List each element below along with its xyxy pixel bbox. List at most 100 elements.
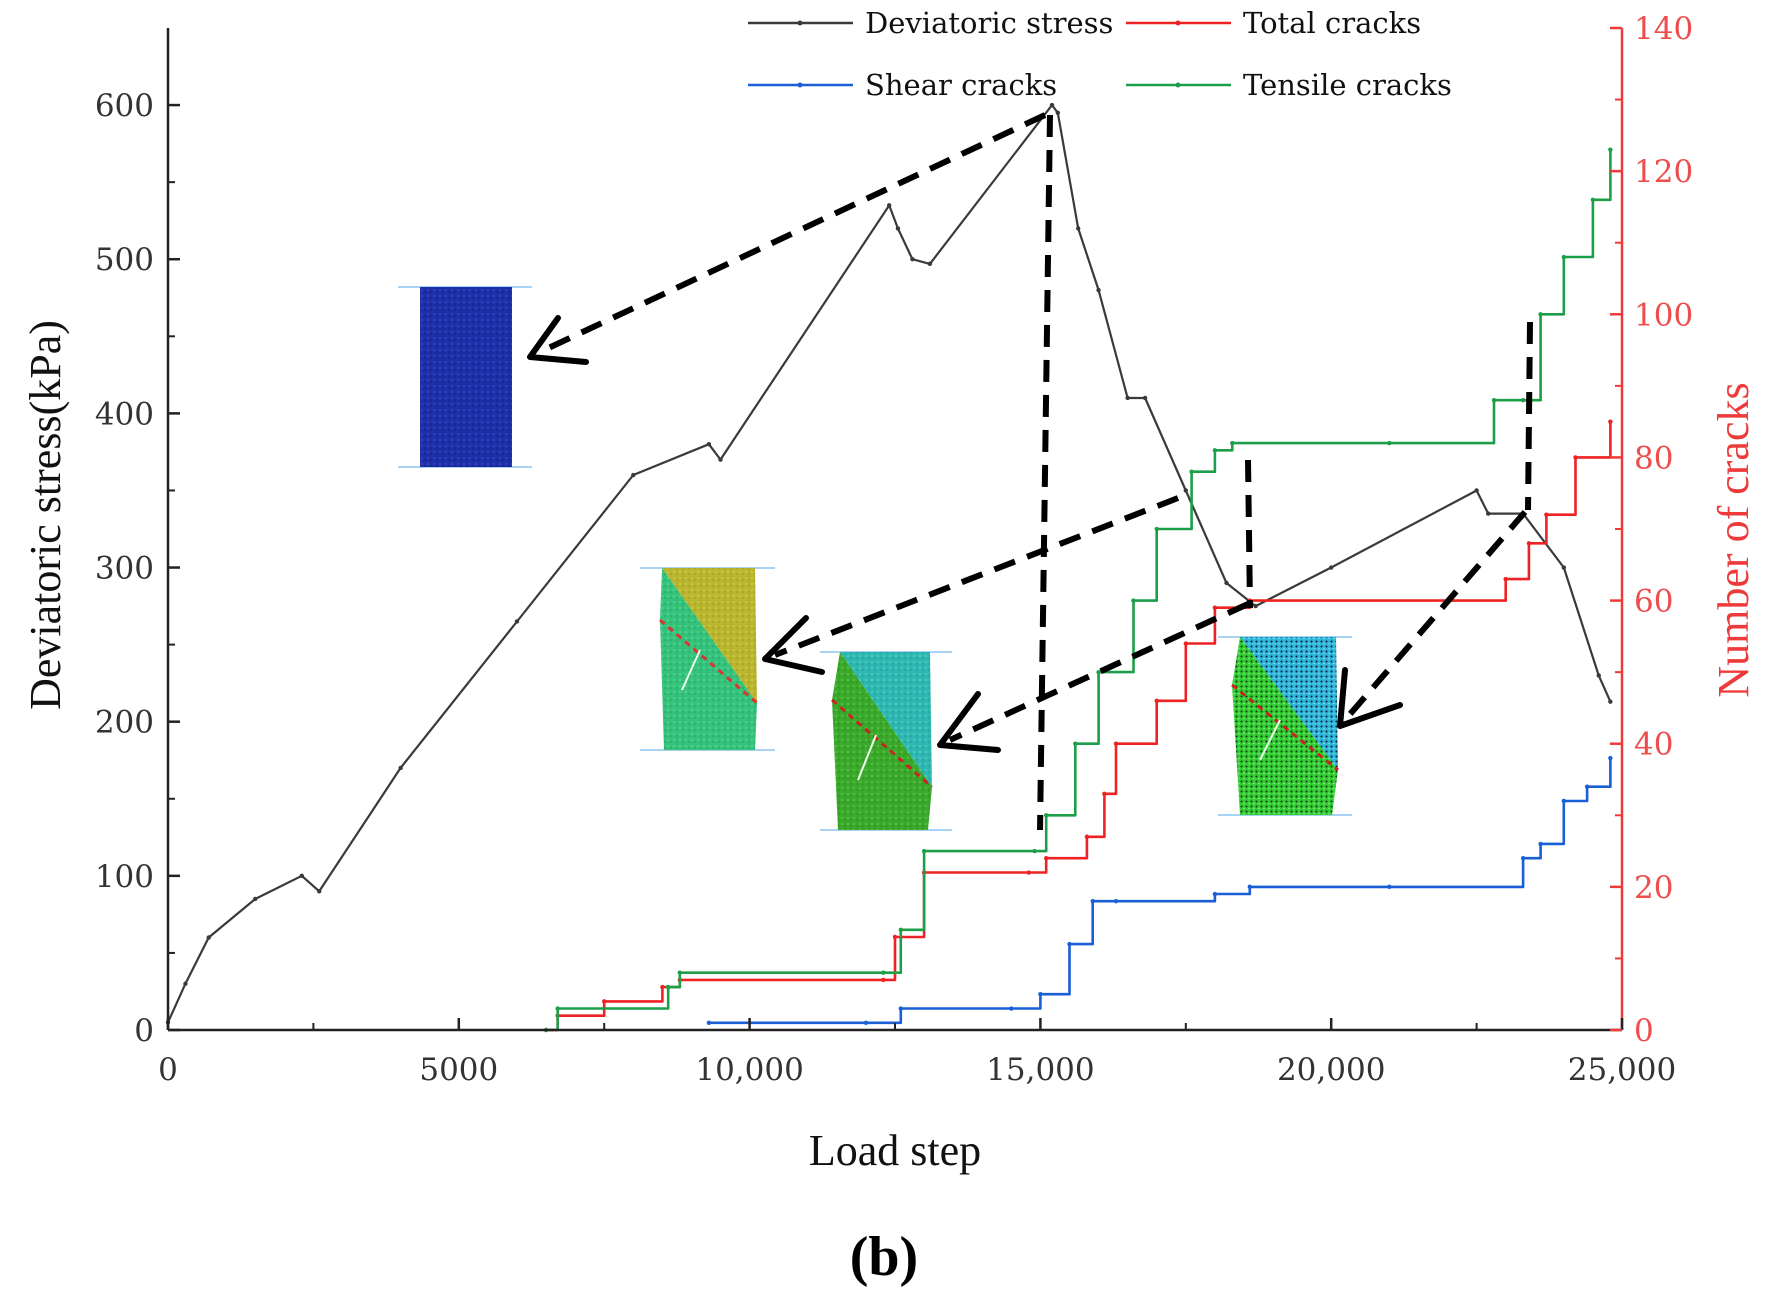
y-left-axis-title: Deviatoric stress(kPa) — [21, 320, 70, 710]
y-right-axis-title: Number of cracks — [1709, 382, 1758, 697]
data-point-deviatoric-stress — [706, 442, 712, 447]
data-point-shear-cracks — [1090, 898, 1095, 904]
data-point-total-cracks — [1573, 455, 1578, 460]
data-point-tensile-cracks — [1520, 397, 1526, 403]
data-point-deviatoric-stress — [1474, 488, 1479, 493]
data-point-shear-cracks — [1038, 992, 1043, 997]
data-point-total-cracks — [1044, 856, 1049, 861]
data-point-shear-cracks — [1247, 884, 1252, 890]
data-point-tensile-cracks — [1491, 397, 1497, 403]
y-left-tick-label: 300 — [95, 551, 154, 587]
data-point-deviatoric-stress — [886, 203, 892, 208]
legend-label-total-cracks: Total cracks — [1243, 6, 1421, 40]
data-point-tensile-cracks — [1189, 469, 1194, 474]
data-point-tensile-cracks — [1154, 526, 1159, 532]
data-point-shear-cracks — [1538, 841, 1543, 847]
y-right-tick-label: 140 — [1634, 11, 1693, 47]
x-tick-label: 0 — [158, 1052, 178, 1088]
data-point-deviatoric-stress — [1224, 580, 1229, 586]
data-point-tensile-cracks — [881, 970, 886, 975]
data-point-shear-cracks — [1561, 798, 1567, 804]
data-point-shear-cracks — [863, 1020, 869, 1026]
data-point-tensile-cracks — [1096, 669, 1101, 675]
data-point-shear-cracks — [1113, 898, 1119, 904]
specimen-image-4 — [1218, 636, 1352, 816]
specimen-image-3 — [820, 651, 952, 831]
arrowhead-3 — [937, 691, 1001, 753]
y-right-tick-label: 80 — [1634, 440, 1673, 476]
data-point-tensile-cracks — [1131, 598, 1136, 603]
data-point-shear-cracks — [1009, 1006, 1014, 1011]
data-point-deviatoric-stress — [206, 935, 211, 940]
annotation-vline-3 — [1525, 321, 1533, 511]
data-point-deviatoric-stress — [1596, 673, 1601, 678]
data-point-deviatoric-stress — [398, 765, 403, 771]
y-right-tick-label: 120 — [1634, 154, 1693, 190]
y-left-tick-label: 100 — [95, 859, 154, 895]
series-line-deviatoric-stress — [166, 104, 1612, 1023]
x-tick-label: 25,000 — [1568, 1052, 1676, 1088]
data-point-total-cracks — [1102, 791, 1107, 797]
data-point-deviatoric-stress — [1125, 395, 1130, 401]
x-tick-label: 20,000 — [1277, 1052, 1385, 1088]
data-point-total-cracks — [660, 984, 665, 990]
annotation-arrow-peak — [538, 112, 1047, 355]
data-point-shear-cracks — [1067, 941, 1072, 947]
y-right-tick-label: 0 — [1634, 1013, 1654, 1049]
data-point-deviatoric-stress — [1253, 603, 1258, 609]
data-point-deviatoric-stress — [927, 261, 933, 267]
data-point-total-cracks — [1544, 512, 1549, 517]
data-point-shear-cracks — [1608, 755, 1613, 761]
data-point-deviatoric-stress — [1183, 488, 1189, 493]
data-point-shear-cracks — [1520, 856, 1526, 861]
annotation-vline-1 — [1037, 114, 1053, 831]
data-point-tensile-cracks — [1387, 440, 1392, 446]
data-point-total-cracks — [1526, 541, 1532, 546]
legend-marker-shear-cracks — [797, 82, 803, 88]
y-left-tick-label: 200 — [95, 705, 154, 741]
data-point-shear-cracks — [1584, 784, 1590, 789]
y-left-tick-label: 0 — [134, 1013, 154, 1049]
data-point-deviatoric-stress — [299, 873, 304, 879]
data-point-shear-cracks — [706, 1020, 712, 1026]
data-point-total-cracks — [1113, 741, 1119, 746]
data-point-deviatoric-stress — [1049, 102, 1055, 108]
y-right-tick-label: 40 — [1634, 727, 1673, 763]
data-point-tensile-cracks — [1212, 448, 1218, 453]
panel-label: (b) — [850, 1226, 918, 1288]
legend-label-tensile-cracks: Tensile cracks — [1243, 68, 1452, 102]
x-tick-label: 10,000 — [695, 1052, 803, 1088]
data-point-shear-cracks — [1387, 884, 1392, 890]
data-point-tensile-cracks — [1561, 254, 1567, 260]
data-point-total-cracks — [602, 999, 607, 1004]
data-point-shear-cracks — [1212, 891, 1218, 897]
data-point-total-cracks — [1503, 576, 1508, 582]
data-point-tensile-cracks — [898, 927, 904, 932]
data-point-tensile-cracks — [1032, 848, 1037, 854]
data-point-deviatoric-stress — [1329, 565, 1334, 570]
data-point-total-cracks — [881, 977, 886, 983]
data-point-tensile-cracks — [1608, 147, 1613, 152]
data-point-tensile-cracks — [1590, 197, 1596, 202]
arrowhead-peak — [527, 315, 589, 365]
annotation-vline-2 — [1245, 459, 1253, 609]
data-point-total-cracks — [1084, 834, 1090, 839]
data-point-tensile-cracks — [1073, 741, 1078, 746]
data-point-deviatoric-stress — [1055, 110, 1061, 115]
annotation-arrow-2 — [773, 495, 1180, 658]
data-point-deviatoric-stress — [910, 257, 915, 262]
legend-label-deviatoric-stress: Deviatoric stress — [865, 6, 1113, 40]
data-point-deviatoric-stress — [1608, 699, 1613, 704]
data-point-shear-cracks — [898, 1006, 904, 1011]
data-point-tensile-cracks — [1538, 312, 1543, 317]
data-point-deviatoric-stress — [253, 896, 258, 902]
data-point-tensile-cracks — [555, 1006, 560, 1011]
data-point-deviatoric-stress — [718, 457, 723, 462]
data-point-tensile-cracks — [1044, 813, 1049, 818]
data-point-total-cracks — [1212, 605, 1218, 610]
data-point-deviatoric-stress — [317, 889, 322, 894]
data-point-deviatoric-stress — [514, 619, 520, 624]
annotation-arrow-3 — [948, 601, 1250, 743]
data-point-total-cracks — [1026, 870, 1031, 875]
